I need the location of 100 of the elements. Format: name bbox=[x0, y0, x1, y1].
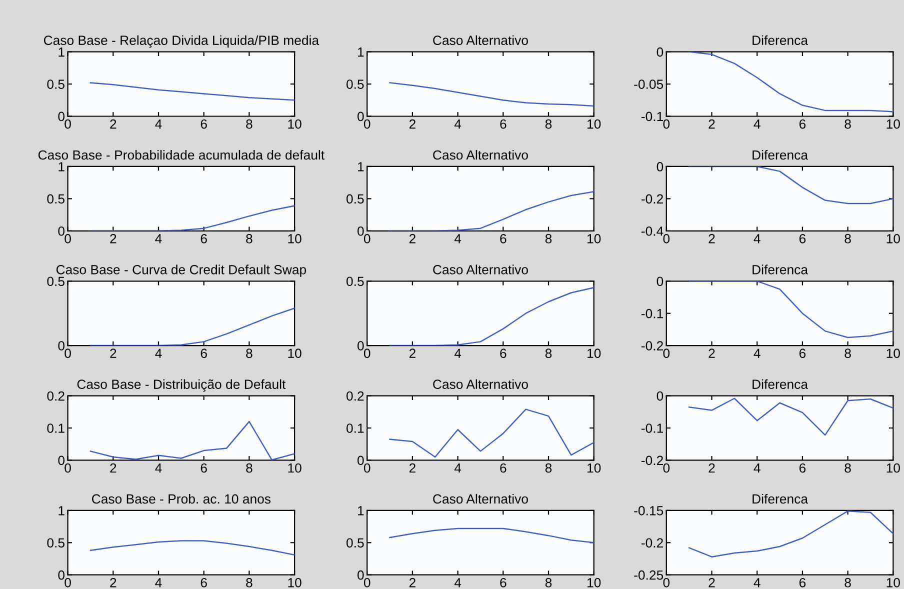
line-series bbox=[389, 408, 594, 458]
y-tick-label: 0 bbox=[58, 341, 65, 350]
x-tick-label: 8 bbox=[545, 348, 552, 358]
x-tick-label: 8 bbox=[246, 463, 252, 473]
chart-title: Diferenca bbox=[752, 264, 808, 274]
line-series bbox=[389, 82, 594, 107]
x-tick-label: 2 bbox=[708, 348, 715, 358]
x-tick-label: 2 bbox=[708, 578, 715, 588]
x-tick-label: 10 bbox=[288, 463, 302, 473]
y-tick-label: -0.2 bbox=[641, 538, 663, 548]
x-tick-label: 8 bbox=[844, 348, 851, 358]
y-tick-label: -0.4 bbox=[641, 226, 664, 236]
y-tick-label: -0.25 bbox=[634, 570, 664, 580]
x-tick-label: 6 bbox=[799, 463, 806, 473]
y-tick-label: 0.5 bbox=[47, 276, 64, 286]
x-tick-label: 2 bbox=[110, 348, 116, 358]
x-tick-label: 2 bbox=[110, 463, 116, 473]
y-tick-label: 0 bbox=[358, 456, 364, 466]
x-tick-label: 6 bbox=[500, 119, 506, 129]
x-tick-label: 2 bbox=[409, 119, 416, 129]
x-tick-label: 4 bbox=[454, 234, 462, 244]
y-tick-label: 0 bbox=[58, 112, 65, 122]
chart-title: Diferenca bbox=[752, 35, 808, 46]
chart-title: Caso Base - Relaçao Divida Liquida/PIB media bbox=[44, 35, 320, 48]
x-tick-label: 8 bbox=[545, 578, 552, 588]
line-series bbox=[688, 281, 894, 338]
y-tick-label: 0.5 bbox=[346, 276, 364, 286]
x-tick-label: 10 bbox=[288, 578, 302, 588]
x-tick-label: 10 bbox=[588, 463, 601, 473]
x-tick-label: 2 bbox=[409, 234, 416, 244]
x-tick-label: 8 bbox=[844, 234, 851, 244]
x-tick-label: 10 bbox=[588, 234, 601, 244]
x-tick-label: 10 bbox=[288, 119, 302, 129]
chart-title: Caso Alternativo bbox=[433, 150, 528, 160]
y-tick-label: 0.5 bbox=[346, 80, 364, 89]
line-series bbox=[90, 82, 295, 101]
x-tick-label: 6 bbox=[799, 348, 806, 358]
y-tick-label: -0.2 bbox=[641, 194, 663, 204]
chart-title: Caso Alternativo bbox=[433, 35, 528, 46]
y-tick-label: 0.5 bbox=[47, 194, 64, 204]
y-tick-label: -0.15 bbox=[634, 506, 664, 516]
chart-title: Caso Alternativo bbox=[433, 379, 528, 389]
x-tick-label: 8 bbox=[844, 578, 851, 588]
y-tick-label: 0 bbox=[58, 570, 65, 580]
x-tick-label: 2 bbox=[110, 578, 116, 588]
x-tick-label: 0 bbox=[663, 348, 670, 358]
x-tick-label: 10 bbox=[588, 348, 601, 358]
x-tick-label: 10 bbox=[886, 578, 900, 588]
x-tick-label: 4 bbox=[454, 120, 462, 129]
x-tick-label: 8 bbox=[844, 119, 851, 129]
y-tick-label: 0.2 bbox=[346, 391, 364, 401]
x-tick-label: 4 bbox=[754, 234, 760, 244]
x-tick-label: 2 bbox=[409, 578, 416, 588]
line-series bbox=[90, 308, 295, 346]
y-tick-label: 0.5 bbox=[346, 538, 364, 548]
x-tick-label: 6 bbox=[500, 348, 506, 358]
chart-title: Diferenca bbox=[752, 150, 808, 160]
x-tick-label: 10 bbox=[588, 119, 601, 129]
y-tick-label: 1 bbox=[58, 506, 64, 516]
y-tick-label: 0 bbox=[358, 570, 364, 580]
y-tick-label: 0.5 bbox=[346, 194, 364, 204]
y-tick-label: 0 bbox=[656, 162, 664, 172]
line-series bbox=[688, 398, 894, 436]
chart-title: Diferenca bbox=[752, 494, 808, 504]
y-tick-label: 0.1 bbox=[47, 424, 64, 433]
x-tick-label: 6 bbox=[500, 578, 506, 588]
x-tick-label: 6 bbox=[799, 578, 806, 588]
x-tick-label: 6 bbox=[799, 234, 806, 244]
y-tick-label: -0.1 bbox=[641, 424, 663, 433]
y-tick-label: 0 bbox=[656, 276, 664, 286]
x-tick-label: 0 bbox=[663, 234, 670, 244]
x-tick-label: 4 bbox=[454, 463, 462, 473]
chart-title: Caso Base - Prob. ac. 10 anos bbox=[92, 494, 271, 504]
line-series bbox=[90, 540, 295, 556]
chart-title: Caso Base - Distribuição de Default bbox=[77, 379, 286, 392]
x-tick-label: 6 bbox=[200, 578, 207, 588]
x-tick-label: 8 bbox=[545, 234, 552, 244]
line-series bbox=[90, 420, 295, 460]
chart-title: Caso Base - Curva de Credit Default Swap bbox=[56, 264, 306, 277]
x-tick-label: 8 bbox=[246, 578, 252, 588]
x-tick-label: 8 bbox=[246, 234, 252, 244]
x-tick-label: 6 bbox=[200, 234, 207, 244]
y-tick-label: 0 bbox=[358, 112, 364, 122]
x-tick-label: 0 bbox=[663, 463, 670, 473]
y-tick-label: 1 bbox=[58, 162, 64, 172]
x-tick-label: 10 bbox=[886, 348, 900, 358]
y-tick-label: -0.05 bbox=[634, 80, 664, 89]
x-tick-label: 0 bbox=[663, 578, 670, 588]
x-tick-label: 6 bbox=[500, 234, 506, 244]
x-tick-label: 6 bbox=[200, 119, 207, 129]
y-tick-label: 1 bbox=[358, 48, 364, 57]
y-tick-label: 0.5 bbox=[47, 80, 64, 89]
y-tick-label: 0 bbox=[58, 456, 65, 466]
y-tick-label: 1 bbox=[358, 506, 364, 516]
y-tick-label: 0.2 bbox=[47, 391, 64, 401]
x-tick-label: 2 bbox=[708, 119, 715, 129]
y-tick-label: -0.2 bbox=[641, 341, 663, 350]
x-tick-label: 4 bbox=[754, 578, 760, 588]
x-tick-label: 0 bbox=[364, 234, 370, 244]
x-tick-label: 10 bbox=[886, 119, 900, 129]
